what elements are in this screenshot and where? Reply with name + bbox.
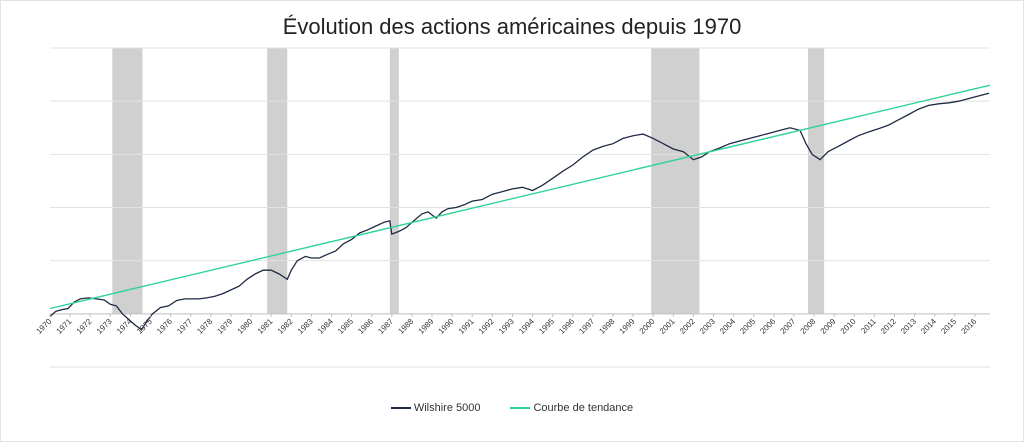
x-tick-label-15: 1985 xyxy=(336,316,355,335)
x-tick-label-26: 1996 xyxy=(557,316,576,335)
x-tick-label-29: 1999 xyxy=(618,316,637,335)
chart-title: Évolution des actions américaines depuis… xyxy=(282,14,742,39)
x-tick-label-0: 1970 xyxy=(34,316,53,335)
x-tick-label-33: 2003 xyxy=(698,316,717,335)
x-tick-label-34: 2004 xyxy=(718,316,737,335)
x-tick-label-14: 1984 xyxy=(316,316,335,335)
x-tick-label-43: 2013 xyxy=(899,316,918,335)
x-tick-label-35: 2005 xyxy=(738,316,757,335)
legend-label-trend: Courbe de tendance xyxy=(533,402,634,414)
x-tick-label-17: 1987 xyxy=(376,316,395,335)
x-tick-label-31: 2001 xyxy=(658,316,677,335)
x-tick-label-18: 1988 xyxy=(396,316,415,335)
x-tick-label-5: 1975 xyxy=(135,316,154,335)
x-tick-label-1: 1971 xyxy=(55,316,74,335)
legend-label-wilshire: Wilshire 5000 xyxy=(413,402,481,414)
x-tick-label-8: 1978 xyxy=(195,316,214,335)
x-axis-ticks: 1970 1971 1972 1973 1974 1975 1976 1977 1978 1979… xyxy=(34,313,979,336)
x-tick-label-32: 2002 xyxy=(678,316,697,335)
x-tick-label-46: 2016 xyxy=(959,316,978,335)
grid-lines xyxy=(50,47,990,368)
x-tick-label-39: 2009 xyxy=(819,316,838,335)
x-tick-label-3: 1973 xyxy=(95,316,114,335)
legend-swatch-trend xyxy=(510,407,531,409)
x-tick-label-40: 2010 xyxy=(839,316,858,335)
x-tick-label-10: 1980 xyxy=(236,316,255,335)
x-tick-label-30: 2000 xyxy=(638,316,657,335)
series-line-0 xyxy=(49,92,990,331)
legend-swatch-wilshire xyxy=(390,407,411,409)
x-tick-label-9: 1979 xyxy=(215,316,234,335)
recession-band-2 xyxy=(389,48,399,314)
x-tick-label-6: 1976 xyxy=(155,316,174,335)
x-tick-label-38: 2008 xyxy=(799,316,818,335)
x-tick-label-44: 2014 xyxy=(919,316,938,335)
x-tick-label-27: 1997 xyxy=(577,316,596,335)
x-tick-label-11: 1981 xyxy=(256,316,275,335)
x-tick-label-21: 1991 xyxy=(457,316,476,335)
x-tick-label-45: 2015 xyxy=(939,316,958,335)
x-tick-label-13: 1983 xyxy=(296,316,315,335)
series-lines xyxy=(49,84,991,331)
x-tick-label-16: 1986 xyxy=(356,316,375,335)
recession-band-0 xyxy=(112,48,143,314)
x-tick-label-20: 1990 xyxy=(437,316,456,335)
x-tick-label-36: 2006 xyxy=(758,316,777,335)
legend: Wilshire 5000 Courbe de tendance xyxy=(0,402,1024,414)
x-tick-label-23: 1993 xyxy=(497,316,516,335)
legend-item-wilshire: Wilshire 5000 xyxy=(390,402,481,414)
x-tick-label-12: 1982 xyxy=(276,316,295,335)
recession-bands xyxy=(112,48,825,314)
x-tick-label-25: 1995 xyxy=(537,316,556,335)
x-tick-label-7: 1977 xyxy=(175,316,194,335)
x-tick-label-37: 2007 xyxy=(778,316,797,335)
x-tick-label-28: 1998 xyxy=(597,316,616,335)
legend-item-trend: Courbe de tendance xyxy=(510,402,633,414)
x-tick-label-4: 1974 xyxy=(115,316,134,335)
x-tick-label-41: 2011 xyxy=(859,316,878,335)
series-line-1 xyxy=(49,84,991,310)
recession-band-4 xyxy=(808,48,825,314)
x-tick-label-42: 2012 xyxy=(879,316,898,335)
recession-band-3 xyxy=(651,48,700,314)
x-tick-label-22: 1992 xyxy=(477,316,496,335)
x-tick-label-19: 1989 xyxy=(416,316,435,335)
recession-band-1 xyxy=(267,48,288,314)
x-tick-label-2: 1972 xyxy=(75,316,94,335)
x-tick-label-24: 1994 xyxy=(517,316,536,335)
